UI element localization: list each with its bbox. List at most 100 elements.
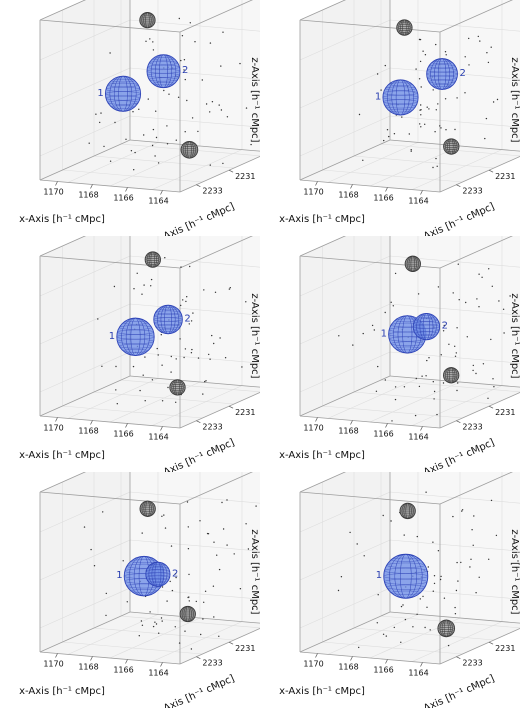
y-axis-label-group: y-Axis [h⁻¹ cMpc] xyxy=(414,673,497,708)
particle-dot xyxy=(186,99,188,102)
particle-dot xyxy=(416,535,418,538)
particle-dot xyxy=(203,289,205,291)
grey-halo-mesh xyxy=(182,141,196,159)
blue-halo-mesh xyxy=(431,61,453,64)
box-edge xyxy=(299,179,441,193)
particle-dot xyxy=(376,73,379,75)
grey-halo xyxy=(399,502,416,520)
particle-dot xyxy=(425,491,427,493)
grid-line xyxy=(389,351,520,364)
particle-dot xyxy=(403,386,406,388)
blue-halo-mesh xyxy=(105,91,141,97)
z-axis-label: z-Axis [h⁻¹ cMpc] xyxy=(249,57,260,142)
particle-dot xyxy=(155,110,157,112)
grid-line xyxy=(411,149,503,190)
particle-dot xyxy=(466,336,468,338)
x-axis-label: x-Axis [h⁻¹ cMpc] xyxy=(19,450,105,461)
x-tick-label: 1164 xyxy=(148,669,168,678)
y-tick-label: 2233 xyxy=(462,423,482,432)
particle-dot xyxy=(468,37,470,40)
particle-dot xyxy=(211,101,214,103)
particle-dot xyxy=(382,633,385,635)
blue-halo-mesh xyxy=(388,82,413,86)
particle-dot xyxy=(437,550,440,552)
grey-halo xyxy=(443,138,460,155)
particle-dot xyxy=(443,324,445,327)
particle-dot xyxy=(222,162,224,165)
particle-dot xyxy=(150,285,152,287)
particle-dot xyxy=(163,514,165,516)
particle-dot xyxy=(444,98,447,100)
grid-line xyxy=(389,67,520,80)
x-tick xyxy=(55,417,58,422)
x-tick xyxy=(315,653,318,658)
particle-dot xyxy=(205,103,208,105)
x-tick xyxy=(350,420,353,425)
grey-halo-mesh xyxy=(437,629,455,632)
particle-dot xyxy=(156,347,158,350)
grey-halo-body xyxy=(169,379,186,396)
particle-dot xyxy=(485,117,488,120)
particle-dot xyxy=(400,641,402,643)
particle-dot xyxy=(408,133,410,135)
y-tick xyxy=(196,420,201,424)
blue-halo-body xyxy=(116,317,155,356)
particle-dot xyxy=(488,268,490,270)
grid-line xyxy=(129,539,260,552)
particle-dot xyxy=(452,292,454,294)
particle-dot xyxy=(149,38,151,40)
particle-dot xyxy=(132,365,135,368)
box-edge xyxy=(129,375,260,388)
y-tick xyxy=(196,656,201,660)
chart-3d-plot: 1170116811661164223322312229298229842986… xyxy=(279,472,520,708)
particle-dot xyxy=(475,372,477,375)
particle-dot xyxy=(181,35,184,37)
box-edge xyxy=(179,236,253,269)
grey-halo-mesh xyxy=(445,139,457,142)
grey-halo-body xyxy=(437,619,456,638)
box-edge xyxy=(299,491,441,505)
particle-dot xyxy=(209,111,211,113)
grid-line xyxy=(62,405,203,419)
particle-dot xyxy=(187,596,189,599)
particle-dot xyxy=(170,371,172,373)
particle-dot xyxy=(139,389,141,392)
x-tick-label: 1164 xyxy=(408,433,428,442)
grey-halo-mesh xyxy=(141,12,154,29)
blue-halo-mesh xyxy=(389,554,423,599)
blue-halo-mesh xyxy=(105,95,141,101)
particle-dot xyxy=(115,389,117,391)
blue-halo-mesh xyxy=(390,341,424,346)
particle-dot xyxy=(126,601,128,603)
x-tick-label: 1168 xyxy=(78,427,98,436)
grid-line xyxy=(327,378,419,419)
particle-dot xyxy=(403,534,405,536)
particle-dot xyxy=(145,40,147,42)
grey-halo-mesh xyxy=(141,500,154,517)
particle-dot xyxy=(83,526,86,528)
grey-halo-mesh xyxy=(407,257,419,259)
particle-dot xyxy=(432,541,434,543)
grey-halo-body xyxy=(144,251,161,268)
z-axis-label-group: z-Axis [h⁻¹ cMpc] xyxy=(249,57,260,142)
grid-line xyxy=(129,491,260,504)
particle-dot xyxy=(133,288,135,290)
blue-halo-mesh xyxy=(111,78,135,83)
particle-dot xyxy=(221,501,223,504)
y-tick-label: 2233 xyxy=(462,659,482,668)
x-tick xyxy=(385,423,388,428)
particle-dot xyxy=(245,301,247,303)
y-tick xyxy=(228,169,234,173)
blue-halo-mesh xyxy=(122,349,149,353)
box-edge xyxy=(389,139,520,152)
particle-dot xyxy=(190,320,193,322)
particle-dot xyxy=(245,107,248,109)
blue-halo-mesh xyxy=(390,557,421,562)
particle-dot xyxy=(105,614,107,617)
grey-halo-mesh xyxy=(181,144,197,147)
particle-dot xyxy=(454,128,456,131)
grid-line xyxy=(67,142,159,183)
particle-dot xyxy=(461,509,464,511)
blue-halo-mesh xyxy=(116,334,155,340)
particle-dot xyxy=(401,116,403,118)
